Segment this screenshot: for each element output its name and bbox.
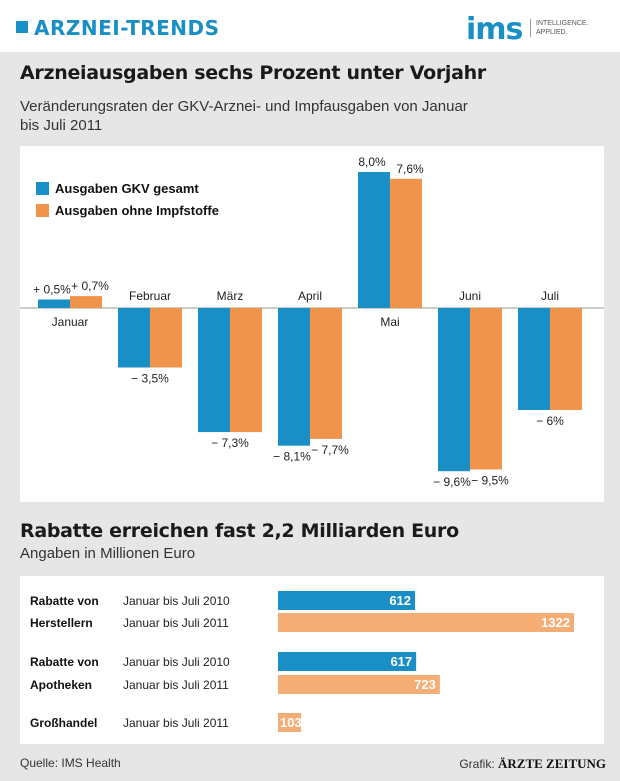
value-label-april-series-2: − 7,7% — [311, 443, 349, 457]
value-label-juni-series-2: − 9,5% — [471, 474, 509, 488]
bar-mai-series-1 — [358, 172, 390, 308]
hbar-value-group-1-row-2: 1322 — [541, 615, 570, 630]
bar-februar-series-1 — [118, 308, 150, 368]
bar-juli-series-1 — [518, 308, 550, 410]
bar-april-series-1 — [278, 308, 310, 446]
period-label-group-2-row-2: Januar bis Juli 2011 — [123, 678, 229, 692]
period-label-group-2-row-1: Januar bis Juli 2010 — [123, 655, 230, 669]
hbar-value-group-2-row-2: 723 — [414, 677, 436, 692]
value-label-februar: − 3,5% — [131, 372, 169, 386]
category-label-juni: Juni — [459, 289, 481, 303]
category-label-januar: Januar — [52, 315, 89, 329]
chart1-panel: Januar + 0,5% + 0,7% Februar − 3,5% März − 7,3… — [20, 146, 604, 502]
hbar-group-2-row-1 — [278, 652, 417, 671]
group-label-2-line-1: Rabatte von — [30, 655, 99, 669]
category-label-mai: Mai — [380, 315, 399, 329]
category-label-märz: März — [217, 289, 244, 303]
group-label-3-line-1: Großhandel — [30, 716, 97, 730]
group-label-1-line-2: Herstellern — [30, 616, 93, 630]
category-label-februar: Februar — [129, 289, 171, 303]
bar-januar-series-2 — [70, 296, 102, 308]
chart2-title: Rabatte erreichen fast 2,2 Milliarden Eu… — [20, 520, 459, 542]
chart2-svg: 612 Januar bis Juli 2010 1322 Januar bis Ju… — [30, 591, 574, 732]
hbar-group-3-row-1 — [278, 713, 302, 732]
brand-title: ARZNEI-TRENDS — [34, 16, 220, 40]
bar-juni-series-2 — [470, 308, 502, 470]
category-label-april: April — [298, 289, 322, 303]
hbar-group-1-row-2 — [278, 613, 574, 632]
credit-note: Grafik: ÄRZTE ZEITUNG — [459, 756, 606, 772]
value-label-märz: − 7,3% — [211, 436, 249, 450]
credit-brand: ÄRZTE ZEITUNG — [498, 756, 606, 771]
period-label-group-3-row-1: Januar bis Juli 2011 — [123, 716, 229, 730]
value-label-mai-series-1: 8,0% — [358, 155, 386, 169]
bar-januar-series-1 — [38, 299, 70, 308]
bar-märz-series-2 — [230, 308, 262, 433]
legend-label-series-2: Ausgaben ohne Impfstoffe — [55, 203, 219, 218]
chart1-subtitle: Veränderungsraten der GKV-Arznei- und Im… — [20, 98, 468, 134]
value-label-april-series-1: − 8,1% — [273, 450, 311, 464]
source-note: Quelle: IMS Health — [20, 756, 121, 770]
bar-februar-series-2 — [150, 308, 182, 368]
hbar-value-group-3-row-1: 103 — [280, 715, 302, 730]
value-label-januar-series-2: + 0,7% — [71, 279, 109, 293]
legend-swatch-series-1 — [36, 182, 49, 195]
value-label-januar-series-1: + 0,5% — [33, 283, 71, 297]
ims-tagline: INTELLIGENCE. APPLIED. — [530, 19, 616, 37]
bar-juni-series-1 — [438, 308, 470, 472]
hbar-group-2-row-2 — [278, 675, 440, 694]
bar-april-series-2 — [310, 308, 342, 439]
hbar-group-1-row-1 — [278, 591, 416, 610]
bar-mai-series-2 — [390, 178, 422, 308]
hbar-value-group-2-row-1: 617 — [390, 654, 412, 669]
hbar-value-group-1-row-1: 612 — [389, 593, 411, 608]
period-label-group-1-row-2: Januar bis Juli 2011 — [123, 616, 229, 630]
credit-prefix: Grafik: — [459, 757, 495, 771]
chart1-title: Arzneiausgaben sechs Prozent unter Vorja… — [20, 62, 486, 84]
bar-märz-series-1 — [198, 308, 230, 433]
value-label-juli: − 6% — [536, 414, 564, 428]
header-bar: ARZNEI-TRENDS ims INTELLIGENCE. APPLIED. — [0, 0, 620, 52]
brand-square-icon — [16, 21, 28, 33]
value-label-juni-series-1: − 9,6% — [433, 475, 471, 489]
legend-label-series-1: Ausgaben GKV gesamt — [55, 181, 199, 196]
bar-juli-series-2 — [550, 308, 582, 410]
chart2-panel: 612 Januar bis Juli 2010 1322 Januar bis Ju… — [20, 576, 604, 744]
chart2-subtitle: Angaben in Millionen Euro — [20, 545, 196, 562]
legend-swatch-series-2 — [36, 204, 49, 217]
category-label-juli: Juli — [541, 289, 559, 303]
group-label-1-line-1: Rabatte von — [30, 594, 99, 608]
chart1-svg: Januar + 0,5% + 0,7% Februar − 3,5% März − 7,3… — [20, 155, 604, 489]
value-label-mai-series-2: 7,6% — [396, 162, 424, 176]
group-label-2-line-2: Apotheken — [30, 678, 92, 692]
ims-logo: ims — [466, 12, 523, 47]
period-label-group-1-row-1: Januar bis Juli 2010 — [123, 594, 230, 608]
